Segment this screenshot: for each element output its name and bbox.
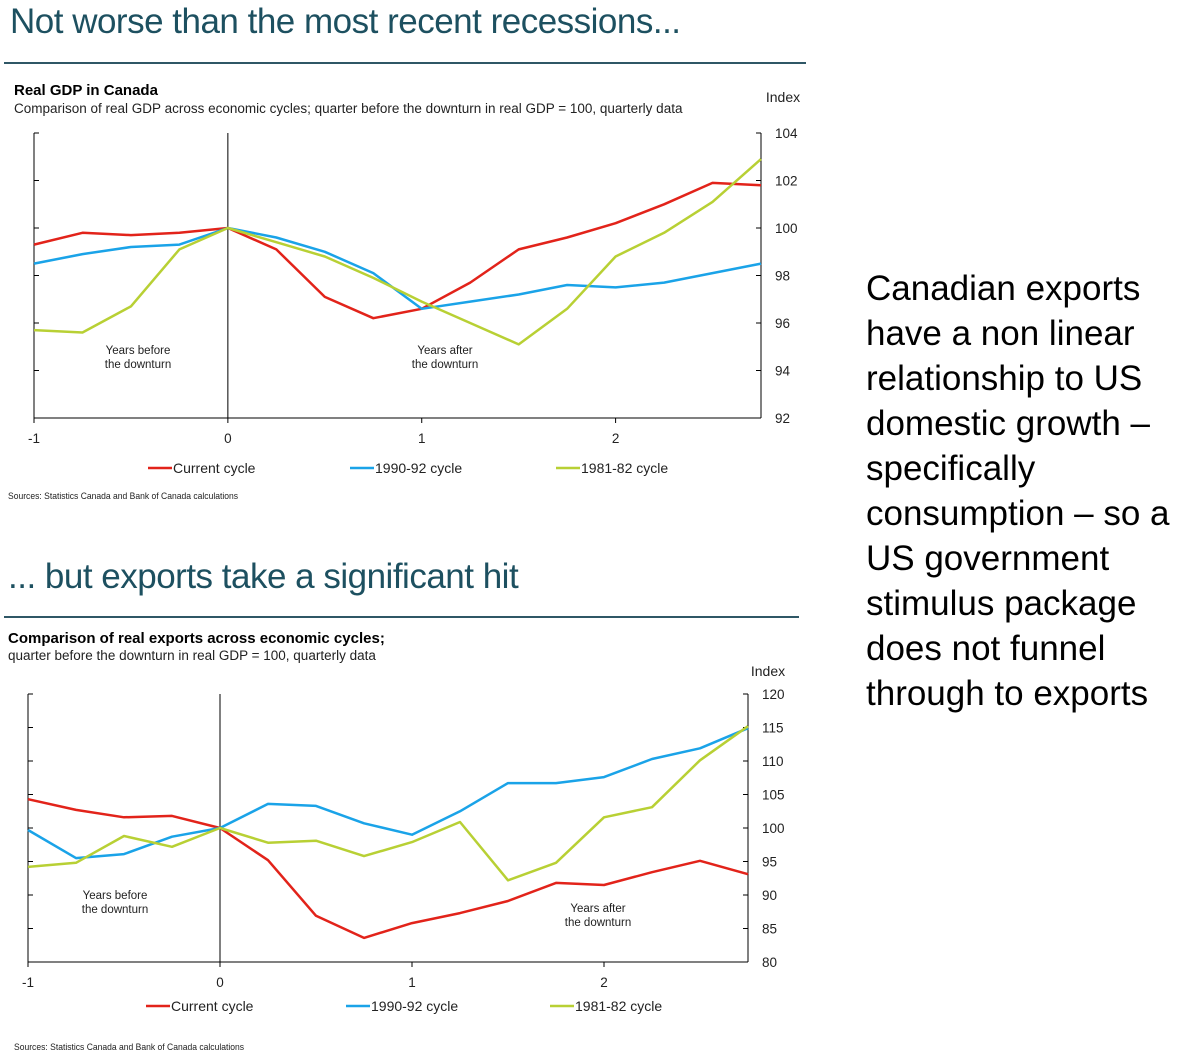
chart2-y-tick-label: 95	[762, 855, 777, 870]
chart2-annotation: Years after the downturn	[565, 903, 632, 929]
chart1-y-tick-label: 102	[775, 174, 798, 189]
chart1-x-tick-label: 0	[224, 431, 232, 446]
chart1-legend-label: 1981-82 cycle	[581, 460, 668, 476]
chart1-sources: Sources: Statistics Canada and Bank of C…	[8, 491, 239, 502]
chart1-x-tick-label: 2	[612, 431, 620, 446]
chart1-y-axis-label: Index	[766, 89, 800, 105]
chart1-subtitle: Comparison of real GDP across economic c…	[14, 101, 683, 116]
chart2-sources: Sources: Statistics Canada and Bank of C…	[14, 1042, 245, 1053]
headline-bottom-rule	[4, 616, 799, 618]
chart2-x-tick-label: -1	[22, 975, 34, 990]
chart2-series-line-2	[27, 727, 749, 860]
chart2-y-tick-label: 115	[762, 721, 784, 736]
chart2-legend-label: Current cycle	[171, 998, 254, 1014]
chart2-y-axis-label: Index	[751, 663, 785, 679]
chart1-x-tick-label: -1	[28, 431, 40, 446]
chart1-x-tick-label: 1	[418, 431, 426, 446]
chart2-x-tick-label: 0	[216, 975, 224, 990]
chart2-y-tick-label: 105	[762, 788, 785, 803]
chart2-y-tick-label: 85	[762, 922, 777, 937]
chart1-legend-label: 1990-92 cycle	[375, 460, 462, 476]
chart1-annotation: Years before the downturn	[105, 345, 172, 371]
headline-top: Not worse than the most recent recession…	[10, 2, 681, 41]
chart2-x-tick-label: 2	[600, 975, 608, 990]
chart2-y-tick-label: 120	[762, 687, 785, 702]
chart2-legend-label: 1981-82 cycle	[575, 998, 662, 1014]
chart1-y-tick-label: 96	[775, 316, 790, 331]
chart2-x-tick-label: 1	[408, 975, 416, 990]
chart1-y-tick-label: 104	[775, 126, 798, 141]
chart2-y-tick-label: 80	[762, 955, 777, 970]
chart1-series-line-3	[33, 158, 762, 346]
chart1-y-tick-label: 94	[775, 364, 791, 379]
headline-bottom: ... but exports take a significant hit	[8, 557, 519, 596]
chart2-subtitle: quarter before the downturn in real GDP …	[8, 648, 376, 663]
chart2-series-line-1	[27, 797, 749, 940]
chart2-title: Comparison of real exports across econom…	[8, 630, 385, 647]
headline-top-rule	[4, 62, 806, 64]
chart2-y-tick-label: 100	[762, 821, 785, 836]
chart2-legend-label: 1990-92 cycle	[371, 998, 458, 1014]
chart1-series-line-1	[33, 181, 762, 320]
chart1-y-tick-label: 92	[775, 411, 790, 426]
chart2-annotation: Years before the downturn	[82, 890, 149, 916]
chart1-y-tick-label: 98	[775, 269, 790, 284]
chart1-y-tick-label: 100	[775, 221, 798, 236]
chart2-y-tick-label: 110	[762, 754, 784, 769]
chart2-y-tick-label: 90	[762, 888, 777, 903]
chart1-legend-label: Current cycle	[173, 460, 256, 476]
chart2-series-line-3	[27, 725, 749, 882]
chart1-title: Real GDP in Canada	[14, 82, 158, 99]
chart1-annotation: Years after the downturn	[412, 345, 479, 371]
side-commentary: Canadian exports have a non linear relat…	[866, 269, 1170, 713]
